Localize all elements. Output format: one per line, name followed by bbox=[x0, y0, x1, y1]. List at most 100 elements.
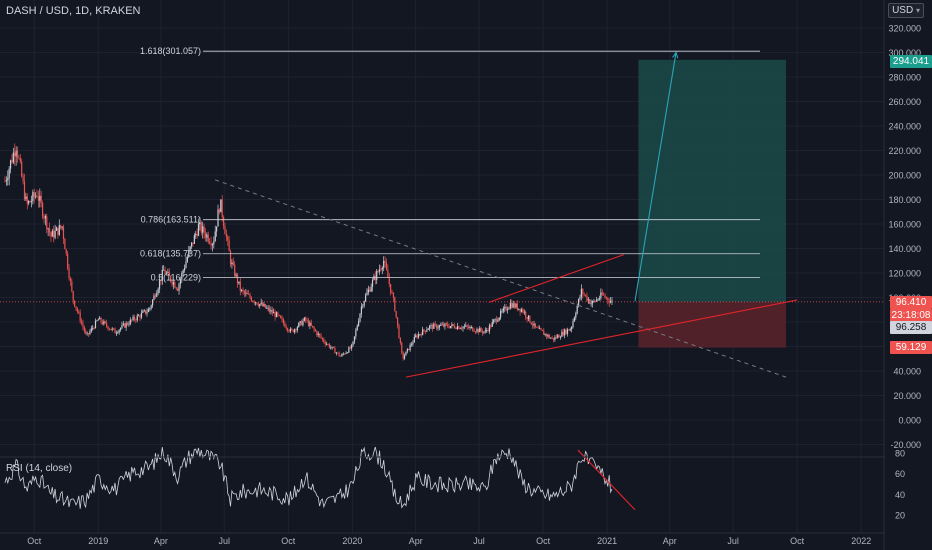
candle-body bbox=[287, 328, 289, 331]
candle-body bbox=[12, 152, 14, 163]
candle-body bbox=[133, 316, 136, 320]
candle-body bbox=[495, 318, 498, 322]
candle-body bbox=[161, 269, 163, 281]
candle-body bbox=[590, 303, 592, 305]
candle-body bbox=[268, 307, 271, 312]
candle-body bbox=[132, 316, 134, 320]
candle-body bbox=[241, 289, 243, 291]
y-tick-label: -20.000 bbox=[890, 440, 921, 450]
currency-selector[interactable]: USD ▾ bbox=[888, 3, 924, 18]
candle-body bbox=[587, 299, 589, 301]
candle-body bbox=[143, 310, 145, 312]
candle-body bbox=[195, 233, 197, 236]
candle-body bbox=[131, 319, 133, 321]
fib-label: 1.618(301.057) bbox=[140, 46, 201, 56]
candle-body bbox=[378, 269, 381, 272]
candle-body bbox=[239, 281, 241, 291]
x-tick-label: Oct bbox=[536, 536, 551, 546]
candle-body bbox=[74, 300, 76, 307]
rsi-title[interactable]: RSI (14, close) bbox=[6, 463, 73, 474]
candle-body bbox=[465, 325, 467, 327]
candle-body bbox=[170, 275, 172, 282]
candle-body bbox=[349, 347, 351, 349]
candle-body bbox=[58, 225, 60, 235]
candle-body bbox=[540, 328, 542, 330]
x-tick-label: Apr bbox=[154, 536, 168, 546]
candle-body bbox=[310, 322, 312, 326]
candle-body bbox=[76, 308, 78, 312]
candle-body bbox=[40, 195, 42, 204]
candle-body bbox=[196, 233, 198, 236]
loss-zone bbox=[638, 301, 787, 348]
candle-body bbox=[78, 311, 80, 313]
fib-label: 0.5(116.229) bbox=[151, 273, 201, 283]
candle-body bbox=[211, 244, 214, 246]
candle-body bbox=[557, 335, 559, 338]
x-tick-label: Jul bbox=[219, 536, 231, 546]
candle-body bbox=[236, 274, 239, 284]
candle-body bbox=[225, 234, 227, 237]
symbol-title[interactable]: DASH / USD, 1D, KRAKEN bbox=[6, 5, 141, 17]
candle-body bbox=[317, 333, 319, 336]
candle-body bbox=[248, 294, 250, 296]
candle-body bbox=[417, 334, 420, 338]
candle-body bbox=[522, 309, 524, 313]
candle-body bbox=[154, 295, 156, 297]
candle-body bbox=[242, 289, 244, 292]
candle-body bbox=[18, 157, 20, 159]
candle-body bbox=[363, 301, 365, 306]
candle-body bbox=[430, 325, 432, 326]
x-tick-label: 2021 bbox=[597, 536, 617, 546]
candle-body bbox=[529, 315, 531, 323]
candle-body bbox=[486, 330, 488, 332]
candle-body bbox=[135, 319, 137, 321]
candle-body bbox=[413, 336, 415, 343]
candle-body bbox=[14, 152, 16, 157]
candle-body bbox=[552, 337, 555, 340]
candle-body bbox=[388, 277, 390, 284]
candle-body bbox=[140, 312, 143, 318]
candle-body bbox=[513, 303, 516, 308]
candle-body bbox=[252, 301, 254, 302]
candle-body bbox=[525, 311, 527, 318]
candle-body bbox=[306, 320, 308, 322]
candle-body bbox=[391, 292, 393, 294]
candle-body bbox=[250, 297, 253, 302]
candle-body bbox=[437, 327, 439, 329]
candle-body bbox=[502, 308, 505, 312]
candle-body bbox=[177, 288, 179, 291]
candle-body bbox=[64, 238, 66, 250]
candle-body bbox=[54, 230, 56, 238]
candle-body bbox=[598, 298, 601, 300]
candle-body bbox=[101, 322, 104, 325]
candle-body bbox=[296, 327, 298, 331]
candle-body bbox=[474, 331, 477, 333]
candle-body bbox=[171, 281, 173, 285]
candle-body bbox=[100, 317, 102, 323]
candle-body bbox=[46, 216, 48, 230]
candle-body bbox=[179, 279, 182, 285]
candle-body bbox=[32, 192, 34, 202]
position-zones bbox=[0, 59, 884, 348]
candle-body bbox=[57, 227, 59, 235]
y-tick-label: 280.000 bbox=[888, 73, 921, 83]
y-tick-label: 20.000 bbox=[893, 391, 921, 401]
candle-body bbox=[550, 337, 552, 339]
candle-body bbox=[461, 328, 463, 330]
candle-body bbox=[186, 256, 188, 262]
candle-body bbox=[610, 301, 612, 303]
candle-body bbox=[323, 339, 325, 342]
candle-body bbox=[231, 262, 233, 265]
candle-body bbox=[397, 317, 399, 326]
candle-body bbox=[427, 328, 429, 330]
candle-body bbox=[380, 269, 382, 271]
candle-body bbox=[451, 324, 453, 327]
candle-body bbox=[153, 295, 155, 300]
candle-body bbox=[214, 231, 216, 242]
y-tick-label: 140.000 bbox=[888, 244, 921, 254]
x-tick-label: 2022 bbox=[851, 536, 871, 546]
candle-body bbox=[442, 324, 445, 327]
y-tick-label: 160.000 bbox=[888, 220, 921, 230]
candle-body bbox=[481, 330, 484, 333]
